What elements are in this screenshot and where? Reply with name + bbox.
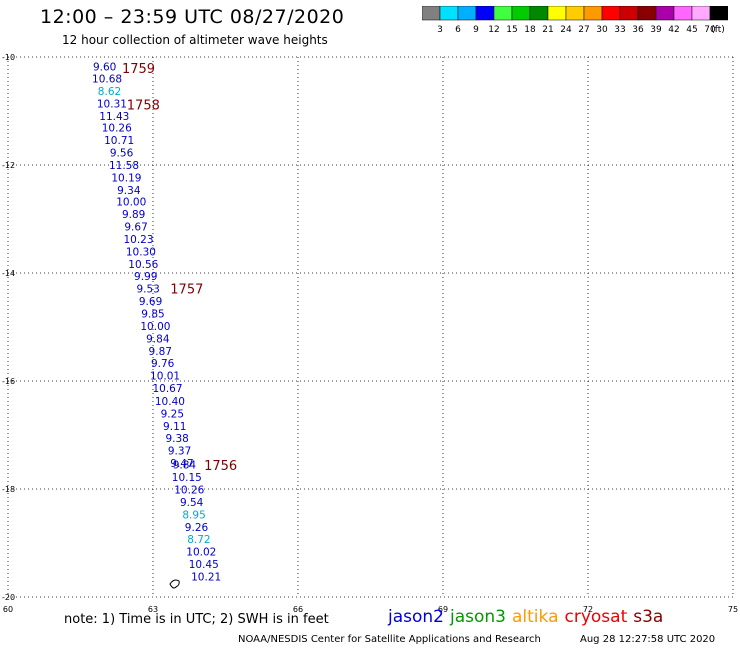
longitude-tick-label: 60 bbox=[3, 605, 13, 614]
wave-height-value: 9.54 bbox=[180, 497, 204, 509]
pass-time-label: 1757 bbox=[170, 283, 203, 298]
color-scale-label: 15 bbox=[506, 25, 517, 35]
longitude-tick-label: 69 bbox=[438, 605, 448, 614]
latitude-tick-label: -16 bbox=[2, 377, 15, 386]
page-title: 12:00 – 23:59 UTC 08/27/2020 bbox=[40, 6, 345, 28]
page-subtitle: 12 hour collection of altimeter wave hei… bbox=[62, 33, 328, 47]
wave-height-value: 8.62 bbox=[98, 86, 121, 98]
wave-height-value: 10.01 bbox=[150, 371, 180, 383]
wave-height-value: 8.95 bbox=[182, 509, 205, 521]
units-note: note: 1) Time is in UTC; 2) SWH is in fe… bbox=[64, 612, 329, 627]
island-outline bbox=[169, 579, 180, 589]
color-scale-label: 18 bbox=[524, 25, 536, 35]
latitude-tick-label: -12 bbox=[2, 161, 15, 170]
credit-line: NOAA/NESDIS Center for Satellite Applica… bbox=[238, 634, 541, 645]
satellite-legend-item: cryosat bbox=[564, 607, 628, 627]
wave-height-value: 9.87 bbox=[149, 346, 172, 358]
wave-height-value: 10.68 bbox=[92, 74, 122, 86]
color-swatch bbox=[709, 6, 728, 21]
latitude-tick-label: -14 bbox=[2, 269, 15, 278]
satellite-legend-item: altika bbox=[512, 607, 559, 627]
wave-height-value: 9.11 bbox=[163, 421, 186, 433]
wave-height-value: 9.76 bbox=[151, 358, 175, 370]
wave-height-value: 10.45 bbox=[189, 559, 219, 571]
wave-height-value: 10.40 bbox=[155, 396, 185, 408]
wave-height-value: 10.21 bbox=[191, 571, 221, 583]
wave-height-value: 10.02 bbox=[186, 547, 216, 559]
color-scale-unit: (ft) bbox=[711, 25, 725, 35]
color-scale-label: 12 bbox=[488, 25, 499, 35]
color-scale-legend: 3 6 9 12 15 18 21 24 27 30 33 36 39 42 45 70(ft) bbox=[422, 6, 728, 35]
satellite-legend: jason2 jason3 altika cryosat s3a bbox=[388, 607, 669, 627]
color-scale-label: 39 bbox=[650, 25, 662, 35]
wave-height-value: 10.23 bbox=[123, 234, 153, 246]
pass-time-label: 1756 bbox=[204, 459, 237, 474]
wave-height-value: 9.53 bbox=[136, 284, 159, 296]
color-scale-label: 42 bbox=[668, 25, 679, 35]
color-scale-label: 9 bbox=[473, 25, 479, 35]
wave-height-value: 9.25 bbox=[161, 408, 184, 420]
latitude-tick-label: -20 bbox=[2, 593, 15, 602]
pass-time-label: 1758 bbox=[127, 99, 160, 114]
generation-timestamp: Aug 28 12:27:58 UTC 2020 bbox=[580, 634, 716, 645]
wave-height-value: 9.84 bbox=[146, 333, 170, 345]
latitude-tick-label: -18 bbox=[2, 485, 15, 494]
wave-height-value: 8.72 bbox=[187, 534, 210, 546]
color-scale-label: 27 bbox=[578, 25, 589, 35]
color-scale-label: 36 bbox=[632, 25, 644, 35]
color-scale-label: 3 bbox=[437, 25, 443, 35]
wave-height-value: 10.56 bbox=[128, 259, 158, 271]
wave-height-value: 9.89 bbox=[122, 209, 145, 221]
color-scale-label: 6 bbox=[455, 25, 461, 35]
wave-height-value: 9.85 bbox=[141, 309, 164, 321]
wave-height-value: 9.60 bbox=[93, 62, 116, 74]
pass-time-label: 1759 bbox=[122, 62, 155, 77]
wave-height-value: 9.84 bbox=[173, 460, 197, 472]
color-scale-label: 33 bbox=[614, 25, 625, 35]
longitude-tick-label: 75 bbox=[728, 605, 738, 614]
wave-height-value: 9.99 bbox=[134, 271, 157, 283]
longitude-tick-label: 63 bbox=[148, 605, 158, 614]
wave-height-value: 9.37 bbox=[168, 446, 191, 458]
color-scale-label: 45 bbox=[686, 25, 697, 35]
wave-height-value: 9.69 bbox=[139, 296, 162, 308]
wave-height-value: 10.26 bbox=[174, 485, 204, 497]
wave-height-value: 10.30 bbox=[126, 246, 156, 258]
wave-height-value: 9.38 bbox=[165, 433, 188, 445]
wave-height-value: 11.58 bbox=[109, 160, 139, 172]
longitude-tick-label: 72 bbox=[583, 605, 593, 614]
satellite-legend-item: s3a bbox=[633, 607, 664, 627]
wave-height-value: 10.00 bbox=[116, 197, 146, 209]
wave-height-value: 9.67 bbox=[124, 222, 147, 234]
wave-height-value: 9.47 bbox=[170, 458, 193, 470]
color-scale-label: 24 bbox=[560, 25, 572, 35]
wave-height-value: 9.34 bbox=[117, 185, 141, 197]
satellite-legend-item: jason2 bbox=[388, 607, 444, 627]
color-scale-label: 30 bbox=[596, 25, 608, 35]
wave-height-value: 10.19 bbox=[111, 172, 141, 184]
longitude-tick-label: 66 bbox=[293, 605, 303, 614]
wave-height-value: 10.67 bbox=[152, 383, 182, 395]
color-scale-label: 21 bbox=[542, 25, 553, 35]
wave-height-value: 10.00 bbox=[140, 321, 170, 333]
wave-height-value: 10.15 bbox=[172, 472, 202, 484]
wave-height-value: 9.26 bbox=[185, 522, 209, 534]
wave-height-value: 10.31 bbox=[97, 98, 127, 110]
wave-height-value: 10.26 bbox=[102, 123, 132, 135]
satellite-legend-item: jason3 bbox=[450, 607, 506, 627]
wave-height-value: 11.43 bbox=[99, 111, 129, 123]
color-scale-label: 70 bbox=[704, 25, 716, 35]
wave-height-value: 9.56 bbox=[110, 148, 134, 160]
wave-height-value: 10.71 bbox=[104, 135, 134, 147]
latitude-tick-label: -10 bbox=[2, 53, 15, 62]
